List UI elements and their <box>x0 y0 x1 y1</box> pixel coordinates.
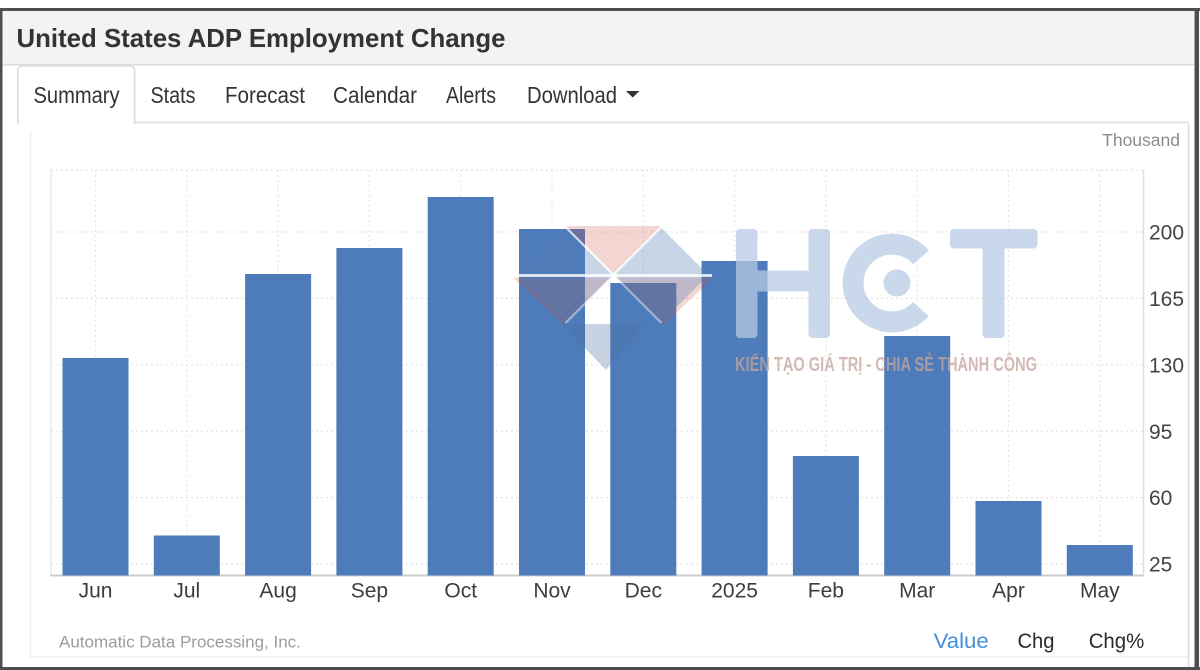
svg-text:Nov: Nov <box>533 580 571 603</box>
svg-text:165: 165 <box>1149 288 1184 311</box>
svg-text:Thousand: Thousand <box>1102 130 1180 150</box>
svg-text:2025: 2025 <box>711 580 758 603</box>
svg-text:May: May <box>1080 580 1120 603</box>
svg-text:Aug: Aug <box>259 580 296 603</box>
svg-text:Summary: Summary <box>34 82 120 108</box>
svg-text:Sep: Sep <box>351 580 388 603</box>
svg-text:Oct: Oct <box>444 580 477 603</box>
svg-text:Feb: Feb <box>808 580 844 603</box>
svg-text:130: 130 <box>1149 354 1184 377</box>
svg-text:200: 200 <box>1149 222 1184 245</box>
svg-text:Apr: Apr <box>992 580 1025 603</box>
svg-text:60: 60 <box>1149 487 1172 510</box>
svg-text:Dec: Dec <box>625 580 662 603</box>
svg-text:Chg: Chg <box>1018 629 1055 653</box>
svg-text:KIẾN TẠO GIÁ TRỊ - CHIA SẺ THÀ: KIẾN TẠO GIÁ TRỊ - CHIA SẺ THÀNH CÔNG <box>735 352 1037 376</box>
svg-text:Value: Value <box>934 629 989 653</box>
svg-text:Calendar: Calendar <box>333 82 417 108</box>
svg-text:Chg%: Chg% <box>1089 629 1145 653</box>
svg-text:Jul: Jul <box>173 580 200 603</box>
svg-text:95: 95 <box>1149 421 1172 444</box>
svg-text:Jun: Jun <box>79 580 113 603</box>
svg-text:Stats: Stats <box>151 82 196 108</box>
svg-text:United States ADP Employment C: United States ADP Employment Change <box>17 23 506 53</box>
svg-text:Download: Download <box>527 82 617 108</box>
svg-text:Mar: Mar <box>899 580 935 603</box>
svg-text:Alerts: Alerts <box>446 82 496 108</box>
svg-text:Forecast: Forecast <box>225 82 306 108</box>
svg-text:25: 25 <box>1149 554 1172 577</box>
svg-text:Automatic Data Processing, Inc: Automatic Data Processing, Inc. <box>59 633 301 652</box>
